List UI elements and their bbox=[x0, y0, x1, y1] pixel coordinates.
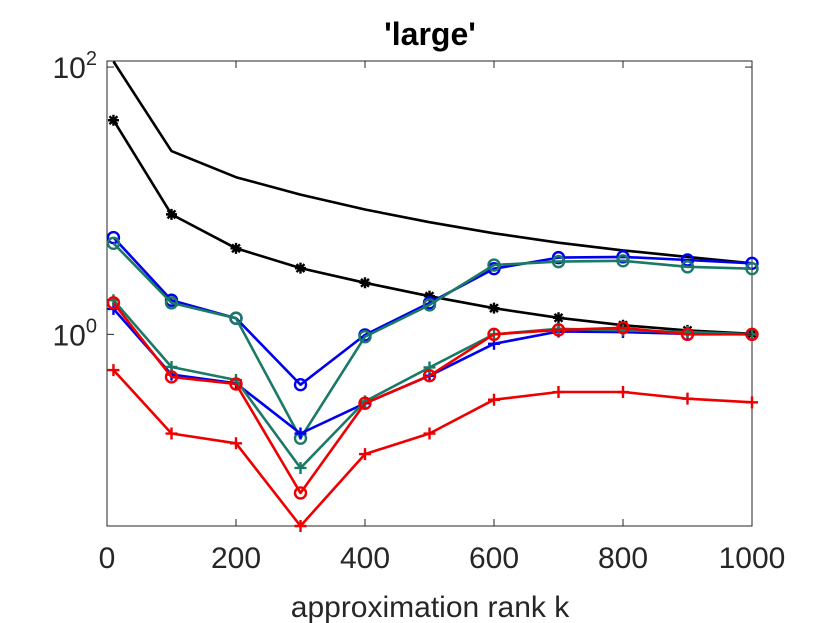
data-point bbox=[229, 377, 243, 391]
series-red-plus bbox=[107, 364, 758, 532]
y-tick-label: 100 bbox=[53, 315, 98, 352]
x-tick-label: 1000 bbox=[719, 542, 786, 575]
data-point bbox=[229, 311, 243, 325]
series-red-circle bbox=[106, 296, 759, 500]
data-point bbox=[745, 256, 759, 271]
x-tick-label: 200 bbox=[211, 542, 261, 575]
data-point bbox=[616, 321, 630, 335]
data-point bbox=[745, 261, 759, 276]
x-tick-label: 0 bbox=[99, 542, 116, 575]
data-point bbox=[551, 250, 566, 265]
data-point bbox=[553, 312, 564, 324]
data-point bbox=[423, 361, 436, 374]
data-point bbox=[106, 230, 121, 245]
data-point bbox=[166, 208, 177, 220]
series-line-red-circle bbox=[112, 302, 752, 495]
data-point bbox=[488, 302, 500, 314]
data-point bbox=[487, 258, 501, 272]
y-tick-label: 102 bbox=[53, 48, 98, 85]
data-point bbox=[230, 437, 242, 450]
data-point bbox=[359, 448, 371, 461]
series-black-solid bbox=[112, 60, 753, 265]
data-point bbox=[164, 370, 179, 384]
data-point bbox=[294, 461, 307, 474]
data-point bbox=[487, 327, 501, 342]
x-axis-label: approximation rank k bbox=[291, 591, 570, 623]
data-point bbox=[617, 386, 629, 399]
chart-title: 'large' bbox=[384, 16, 476, 52]
data-point bbox=[746, 396, 758, 409]
data-point bbox=[551, 323, 566, 337]
data-point bbox=[293, 486, 308, 500]
data-point bbox=[358, 396, 372, 410]
data-point bbox=[552, 386, 565, 399]
data-point bbox=[616, 250, 630, 264]
data-point bbox=[488, 393, 500, 406]
data-point bbox=[107, 114, 119, 126]
data-point bbox=[680, 253, 695, 267]
x-tick-label: 600 bbox=[469, 542, 519, 575]
data-point bbox=[422, 369, 437, 383]
data-point bbox=[295, 262, 306, 274]
data-point bbox=[106, 296, 121, 310]
data-point bbox=[680, 327, 695, 342]
tick-layer: 0 200 400 600 800 1000 100 102 bbox=[53, 48, 786, 575]
series-layer bbox=[106, 60, 759, 532]
data-point bbox=[294, 427, 307, 440]
data-point bbox=[681, 392, 694, 405]
data-point bbox=[294, 520, 307, 532]
series-line-black-solid bbox=[112, 60, 753, 265]
data-point bbox=[230, 242, 242, 254]
data-point bbox=[680, 260, 695, 274]
data-point bbox=[359, 277, 371, 289]
data-point bbox=[165, 427, 178, 440]
data-point bbox=[616, 254, 630, 268]
data-point bbox=[107, 364, 120, 377]
series-line-teal-circle bbox=[112, 242, 753, 440]
data-point bbox=[358, 330, 372, 344]
series-teal-circle bbox=[106, 236, 759, 445]
data-point bbox=[293, 377, 308, 392]
data-point bbox=[422, 298, 437, 312]
data-point bbox=[164, 296, 179, 310]
data-point bbox=[106, 236, 121, 250]
x-tick-label: 800 bbox=[598, 542, 648, 575]
x-tick-label: 400 bbox=[340, 542, 390, 575]
data-point bbox=[423, 427, 436, 440]
data-point bbox=[551, 254, 566, 269]
